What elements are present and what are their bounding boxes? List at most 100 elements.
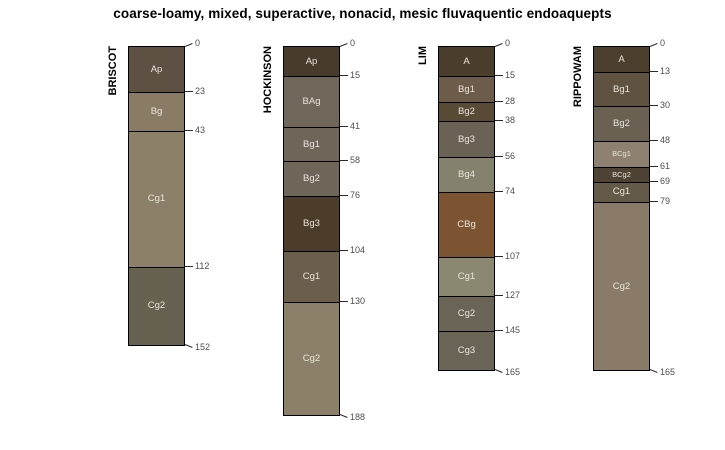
horizon-label: CBg [457,218,476,230]
horizon-label: Bg2 [613,117,630,129]
depth-tick-line [340,126,348,128]
horizon: A [594,47,649,73]
depth-tick-line [184,343,193,348]
depth-tick-line [650,165,658,167]
depth-tick-line [649,369,658,374]
horizon-label: Bg4 [458,168,475,180]
depth-tick-line [495,294,503,296]
depth-tick-value: 15 [505,70,516,81]
horizon: BCg2 [594,166,649,183]
horizon-label: Bg1 [303,138,320,150]
depth-tick-value: 152 [195,341,211,352]
depth-tick-value: 15 [350,70,361,81]
depth-tick-value: 69 [660,176,671,187]
depth-tick-value: 43 [195,125,206,136]
depth-tick-line [185,265,193,267]
horizon: A [439,47,494,77]
horizon: Bg1 [284,127,339,161]
depth-tick-value: 28 [505,95,516,106]
horizon: Cg1 [284,250,339,302]
depth-tick-line [495,100,503,102]
depth-tick-value: 79 [660,195,671,206]
profile-column: Ap BAg Bg1 Bg2 Bg3 Cg1 Cg2 [283,46,340,417]
horizon-label: Bg2 [458,106,475,118]
depth-tick-line [649,43,658,47]
depth-tick-value: 30 [660,99,671,110]
horizon-label: Cg1 [612,186,631,198]
horizon: Bg3 [284,195,339,251]
depth-tick-line [650,71,658,73]
depth-tick-value: 41 [350,121,361,132]
profile-name-label: LIM [417,46,429,65]
horizon-label: Cg1 [457,270,476,282]
horizon: Bg2 [594,105,649,142]
horizon: Ap [284,47,339,77]
depth-tick-value: 0 [195,38,201,48]
horizon: Bg1 [439,76,494,102]
horizon: Ap [129,47,184,93]
depth-tick-value: 0 [350,38,356,48]
depth-tick-value: 38 [505,115,516,126]
depth-tick-line [185,91,193,93]
horizon: Cg2 [129,266,184,345]
horizon: Cg3 [439,331,494,371]
depth-tick-line [650,140,658,142]
horizon: BAg [284,76,339,128]
depth-tick-line [650,104,658,106]
horizon: Bg2 [284,160,339,196]
depth-tick-value: 48 [660,135,671,146]
horizon-label: Cg2 [302,353,321,365]
horizon-label: Bg3 [303,217,320,229]
horizon-label: Cg3 [457,345,476,357]
profile-column: A Bg1 Bg2 BCg1 BCg2 Cg1 Cg2 [593,46,650,372]
horizon-label: Cg1 [147,193,166,205]
horizon: Cg1 [129,131,184,267]
depth-tick-value: 145 [505,325,521,336]
depth-tick-value: 188 [350,412,366,423]
depth-tick-value: 104 [350,244,366,255]
depth-tick-line [494,43,503,47]
depth-tick-value: 165 [660,367,676,378]
horizon-label: Bg1 [613,83,630,95]
profile-name-label: HOCKINSON [262,46,274,114]
horizon-label: BCg1 [612,149,631,159]
profile-column: A Bg1 Bg2 Bg3 Bg4 CBg Cg1 Cg2 Cg3 [438,46,495,372]
horizon: Bg2 [439,101,494,122]
horizon: CBg [439,191,494,257]
horizon-label: BAg [302,96,321,108]
depth-tick-line [495,191,503,193]
profile-name-label: RIPPOWAM [572,46,584,108]
horizon-label: Ap [150,63,163,75]
chart-title: coarse-loamy, mixed, superactive, nonaci… [113,6,612,21]
horizon: Cg2 [439,295,494,332]
depth-tick-line [340,300,348,302]
depth-tick-value: 0 [660,38,666,48]
depth-tick-line [340,249,348,251]
depth-tick-line [340,194,348,196]
horizon-label: Cg2 [147,300,166,312]
depth-tick-line [184,43,193,47]
depth-tick-value: 107 [505,250,521,261]
horizon-label: Bg2 [303,172,320,184]
horizon: Cg2 [284,301,339,416]
depth-tick-value: 74 [505,186,516,197]
depth-tick-line [495,75,503,77]
profile-column: Ap Bg Cg1 Cg2 [128,46,185,346]
horizon-label: Cg2 [612,280,631,292]
depth-tick-line [185,130,193,132]
depth-tick-line [340,159,348,161]
horizon-label: A [463,55,470,67]
horizon-label: BCg2 [612,169,631,179]
depth-tick-value: 58 [350,154,361,165]
depth-tick-line [650,200,658,202]
horizon-label: Bg [150,106,163,118]
depth-tick-line [340,75,348,77]
horizon-label: A [618,53,625,65]
horizon-label: Cg2 [457,307,476,319]
depth-tick-value: 127 [505,289,521,300]
horizon: Bg [129,92,184,132]
depth-tick-line [494,369,503,374]
depth-tick-value: 130 [350,295,366,306]
depth-tick-value: 56 [505,150,516,161]
